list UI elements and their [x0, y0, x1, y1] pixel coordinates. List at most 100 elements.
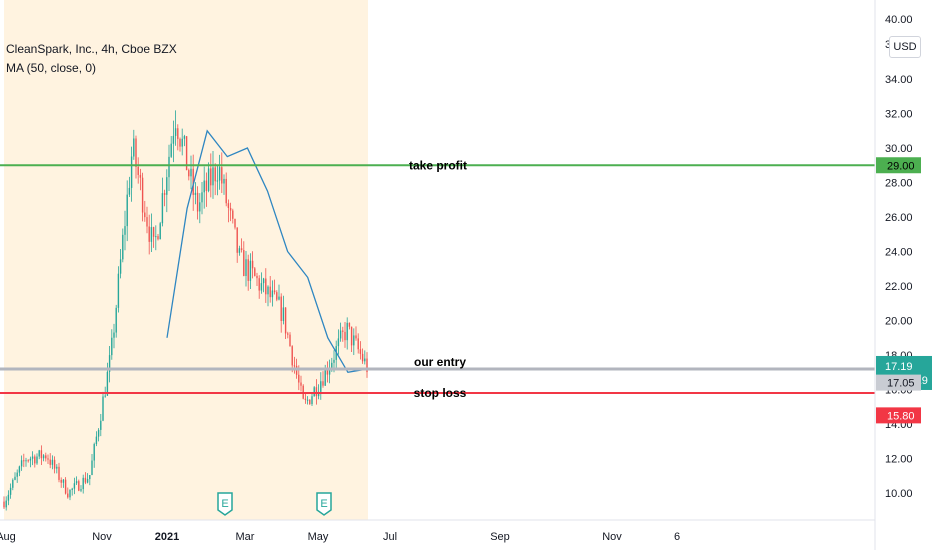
earnings-marker [316, 492, 332, 516]
candle-body [216, 180, 219, 182]
candle-body [49, 459, 51, 465]
x-tick-label: Nov [602, 531, 622, 543]
candle-body [256, 275, 258, 279]
candle-body [320, 381, 322, 392]
take-profit-badge-text: 29.00 [887, 160, 915, 172]
candle-body [67, 493, 69, 498]
session-shading [4, 0, 368, 520]
candle-body [350, 326, 353, 346]
candle-body [251, 260, 254, 269]
y-tick-label: 26.00 [885, 212, 913, 224]
level-label-0: take profit [409, 158, 467, 172]
candle-body [73, 483, 76, 489]
moving-average-series [166, 129, 369, 374]
y-tick-label: 20.00 [885, 316, 913, 328]
candle-body [168, 156, 170, 178]
candle-body [64, 479, 67, 494]
candle-body [223, 178, 225, 184]
x-tick-label: 6 [674, 531, 680, 543]
candle-body [14, 476, 16, 480]
symbol-title: CleanSpark, Inc., 4h, Cboe BZX [6, 42, 177, 56]
candle-body [227, 203, 230, 208]
candle-body [163, 193, 166, 195]
candle-body [337, 338, 340, 347]
candle-body [278, 296, 280, 300]
candle-body [18, 466, 21, 473]
candle-body [62, 479, 65, 483]
candle-body [276, 292, 278, 300]
previous-close-badge [876, 374, 921, 391]
candle-body [218, 167, 221, 181]
candle-body [172, 135, 175, 144]
candle-body [9, 487, 12, 495]
price-levels: take profit our entry stop loss [0, 158, 875, 400]
candle-body [106, 371, 109, 396]
candle-body [16, 472, 18, 477]
candle-body [113, 332, 115, 338]
y-tick-label: 30.00 [885, 143, 913, 155]
candle-body [262, 278, 265, 284]
candle-body [238, 248, 241, 253]
candle-body [236, 227, 238, 253]
y-tick-label: 28.00 [885, 178, 913, 190]
candle-body [5, 500, 7, 508]
earnings-marker-label: E [320, 498, 327, 510]
candle-body [229, 207, 232, 211]
candle-body [36, 456, 38, 464]
candle-body [157, 236, 159, 240]
candle-body [108, 355, 111, 372]
x-tick-label: Aug [0, 531, 16, 543]
candle-body [265, 278, 267, 295]
candle-body [271, 290, 274, 298]
candle-body [130, 156, 133, 188]
candle-body [344, 331, 346, 341]
candle-body [306, 399, 309, 401]
candle-body [159, 223, 161, 240]
candle-body [80, 489, 82, 491]
candle-body [194, 192, 197, 195]
candle-body [53, 459, 56, 469]
candle-body [38, 450, 40, 457]
candle-body [146, 217, 148, 227]
candle-body [212, 167, 214, 186]
candle-body [342, 330, 344, 332]
candle-body [86, 479, 89, 483]
x-tick-label: 2021 [155, 531, 179, 543]
candle-body [201, 192, 203, 203]
take-profit-badge [876, 157, 921, 174]
candle-body [324, 369, 326, 386]
candle-body [155, 236, 157, 238]
candle-body [183, 136, 186, 139]
candle-body [7, 494, 10, 501]
candle-body [304, 398, 307, 400]
candle-body [313, 387, 315, 397]
candle-body [137, 166, 139, 175]
y-tick-label: 24.00 [885, 247, 913, 259]
candle-body [31, 456, 34, 459]
candle-body [104, 395, 106, 397]
candle-body [152, 227, 155, 237]
candle-body [339, 330, 342, 339]
candle-body [289, 334, 291, 347]
candle-body [247, 259, 249, 281]
candle-body [315, 387, 318, 397]
indicator-title: MA (50, close, 0) [6, 61, 97, 75]
candle-body [161, 193, 164, 224]
y-tick-label: 32.00 [885, 109, 913, 121]
candle-body [126, 194, 128, 227]
candle-body [97, 429, 100, 437]
stop-loss-badge [876, 407, 921, 424]
candle-body [267, 286, 269, 295]
candle-body [273, 290, 276, 293]
candle-body [366, 358, 368, 373]
candle-body [353, 335, 355, 346]
candle-body [280, 296, 282, 321]
candle-body [311, 396, 313, 405]
x-tick-label: Mar [236, 531, 255, 543]
candle-body [214, 167, 216, 182]
candle-body [115, 307, 117, 333]
candle-body [71, 488, 73, 490]
candle-body [322, 381, 324, 386]
currency-button[interactable]: USD [889, 36, 921, 58]
